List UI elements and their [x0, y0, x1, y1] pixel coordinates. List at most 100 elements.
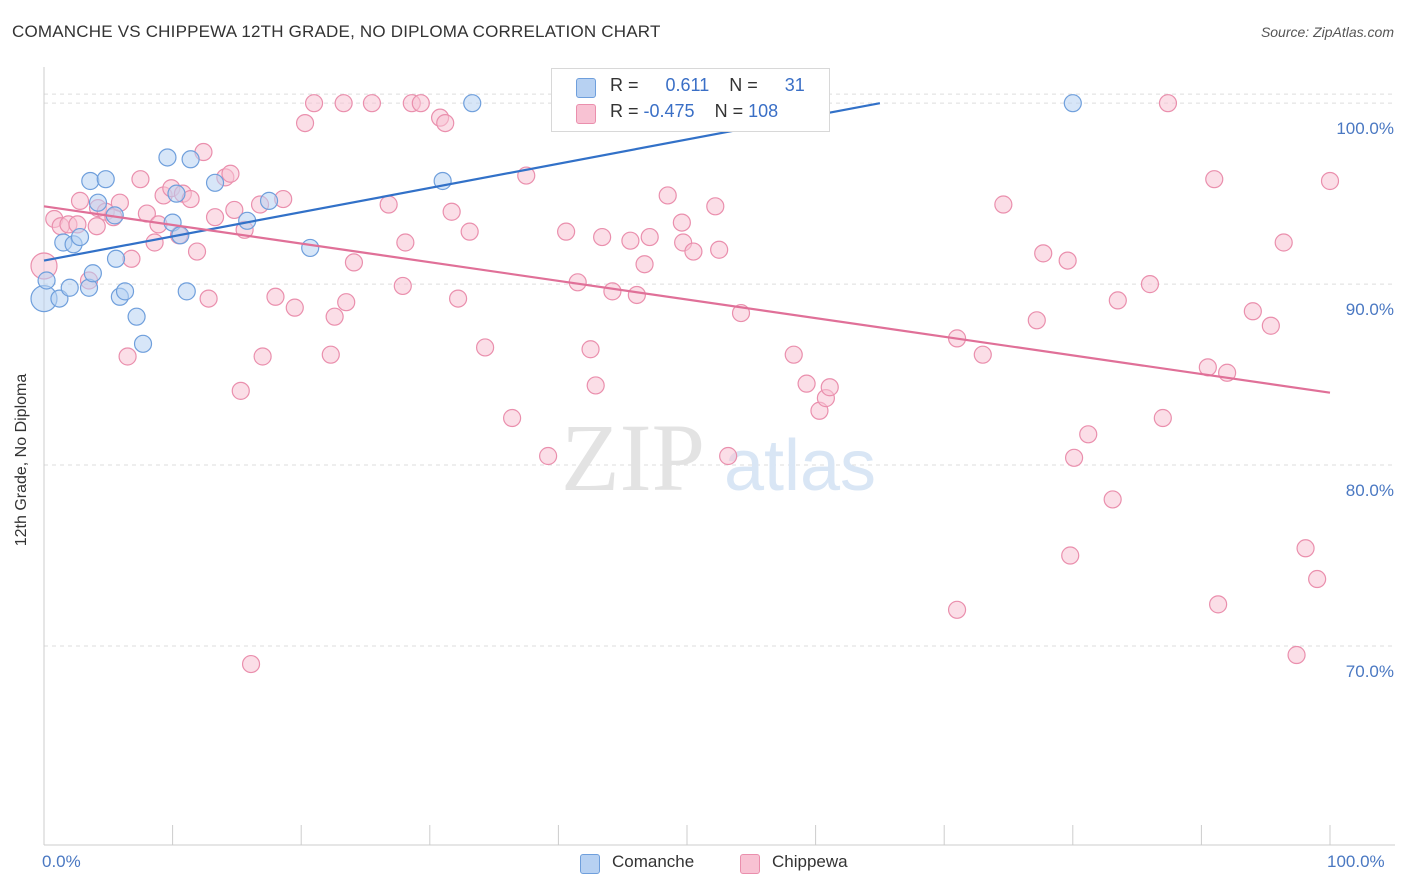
chippewa-point-28	[221, 164, 240, 183]
chippewa-point-46	[379, 195, 398, 214]
chippewa-point-16	[145, 233, 164, 252]
comanche-swatch	[576, 78, 596, 98]
watermark: ZIP atlas	[561, 404, 876, 511]
comanche-point-18	[158, 148, 177, 167]
axes	[43, 67, 1395, 846]
chippewa-point-75	[710, 240, 729, 259]
y-tick-label-3: 100.0%	[1336, 119, 1394, 139]
chippewa-point-37	[285, 298, 304, 317]
comanche-point-29	[463, 94, 482, 113]
chippewa-swatch	[576, 104, 596, 124]
chippewa-point-84	[947, 600, 967, 619]
comanche-point-20	[167, 184, 186, 203]
chippewa-point-89	[1058, 251, 1077, 270]
chippewa-point-107	[1308, 569, 1327, 589]
chippewa-point-64	[593, 227, 612, 247]
chippewa-point-95	[1140, 275, 1160, 294]
y-tick-label-2: 90.0%	[1345, 300, 1394, 320]
comanche-point-13	[106, 249, 126, 268]
chippewa-trend-line	[43, 205, 1331, 394]
chippewa-point-92	[1079, 425, 1098, 444]
chippewa-point-104	[1274, 233, 1293, 252]
comanche-point-22	[177, 282, 196, 301]
watermark-atlas: atlas	[724, 426, 876, 506]
y-tick-label-1: 80.0%	[1345, 481, 1394, 501]
chippewa-point-106	[1296, 539, 1315, 558]
chippewa-point-99	[1205, 170, 1224, 189]
chippewa-point-97	[1158, 94, 1178, 113]
chippewa-n-label: N =	[714, 101, 749, 121]
chippewa-point-38	[295, 113, 315, 133]
chippewa-point-43	[334, 94, 353, 113]
comanche-point-24	[205, 173, 225, 192]
comanche-point-6	[70, 227, 90, 247]
chippewa-point-5	[70, 191, 90, 210]
chippewa-point-63	[586, 376, 605, 395]
chippewa-point-60	[557, 222, 576, 241]
chippewa-point-86	[994, 195, 1013, 214]
chippewa-point-73	[684, 242, 703, 261]
chippewa-point-93	[1103, 490, 1122, 509]
chippewa-point-54	[448, 289, 468, 308]
chippewa-point-82	[820, 378, 839, 397]
chippewa-point-108	[1320, 171, 1340, 191]
chippewa-point-47	[393, 276, 412, 296]
x-tick-label-0: 0.0%	[42, 852, 81, 871]
chippewa-point-39	[304, 94, 324, 113]
chippewa-point-74	[706, 197, 725, 216]
comanche-point-23	[181, 150, 200, 169]
chippewa-point-56	[475, 338, 495, 357]
chippewa-point-30	[231, 381, 250, 400]
x-tick-label-1: 100.0%	[1327, 852, 1385, 871]
chippewa-point-76	[719, 446, 738, 466]
comanche-point-27	[301, 238, 320, 258]
chippewa-point-32	[241, 654, 261, 674]
comanche-r-label: R =	[610, 75, 644, 95]
comanche-point-15	[115, 282, 135, 301]
chippewa-point-78	[784, 345, 803, 364]
chippewa-point-13	[122, 249, 141, 268]
chippewa-point-53	[442, 202, 461, 221]
comanche-point-9	[81, 171, 100, 191]
chippewa-point-25	[199, 289, 218, 308]
chippewa-point-69	[640, 227, 659, 247]
chippewa-point-44	[344, 253, 364, 272]
chippewa-point-7	[87, 217, 106, 236]
chippewa-point-91	[1061, 546, 1080, 565]
chippewa-point-62	[581, 340, 600, 359]
comanche-point-8	[83, 264, 102, 283]
chippewa-r-label: R =	[610, 101, 644, 121]
chippewa-point-70	[658, 186, 677, 205]
y-tick-label-0: 70.0%	[1345, 661, 1394, 681]
comanche-r-value: 0.611	[665, 75, 710, 95]
chippewa-point-48	[396, 233, 415, 252]
chippewa-n-value: 108	[748, 101, 779, 121]
comanche-point-16	[127, 307, 146, 326]
chippewa-point-50	[411, 94, 430, 113]
chart-source: Source: ZipAtlas.com	[1260, 24, 1394, 40]
comanche-legend-swatch	[580, 854, 600, 874]
watermark-zip: ZIP	[561, 404, 705, 511]
chippewa-point-52	[436, 113, 455, 133]
chippewa-legend-label: Chippewa	[772, 852, 848, 871]
comanche-point-11	[96, 170, 115, 189]
chippewa-point-94	[1108, 291, 1127, 310]
chippewa-point-23	[187, 242, 207, 261]
chippewa-point-26	[205, 208, 225, 227]
chippewa-point-88	[1034, 244, 1053, 263]
chippewa-point-55	[460, 222, 479, 241]
chippewa-point-57	[503, 408, 522, 428]
gridlines	[44, 93, 1395, 647]
chippewa-legend-swatch	[740, 854, 760, 874]
chippewa-point-42	[337, 293, 356, 312]
chippewa-point-103	[1261, 316, 1280, 335]
chippewa-point-79	[797, 374, 816, 393]
chippewa-point-105	[1287, 645, 1306, 665]
chippewa-point-71	[672, 213, 691, 232]
chippewa-point-90	[1064, 448, 1084, 467]
chart-title: COMANCHE VS CHIPPEWA 12TH GRADE, NO DIPL…	[12, 22, 661, 41]
chippewa-point-34	[253, 347, 272, 366]
chippewa-r-value: -0.475	[643, 101, 695, 121]
chippewa-point-29	[225, 200, 244, 220]
comanche-point-26	[259, 191, 279, 210]
